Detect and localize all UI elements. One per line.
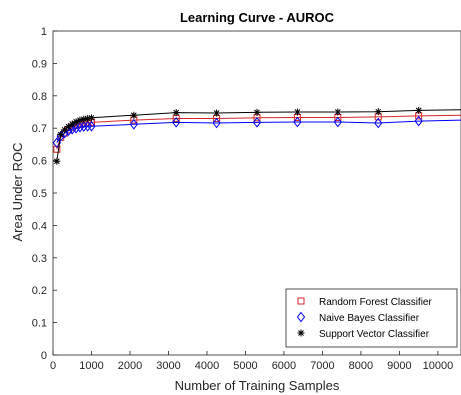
y-tick-label: 1 (41, 26, 47, 38)
data-point (129, 118, 138, 130)
data-point (414, 115, 423, 127)
legend-marker (297, 297, 305, 305)
y-tick-label: 0.9 (32, 58, 47, 70)
data-point (57, 131, 65, 139)
x-tick-label: 4000 (195, 360, 219, 372)
x-tick-label: 9000 (387, 360, 411, 372)
data-point (83, 120, 92, 132)
data-point (334, 108, 342, 116)
legend-box (285, 288, 458, 348)
y-axis: 0 0.1 0.2 0.3 0.4 0.5 0.6 0.7 0.8 0.9 1 (32, 26, 57, 362)
y-tick-label: 0.5 (32, 188, 47, 200)
data-point (172, 109, 180, 117)
y-tick-label: 0.7 (32, 123, 47, 135)
data-point (61, 126, 69, 134)
x-tick-label: 10000 (423, 360, 454, 372)
x-tick-label: 6000 (272, 360, 296, 372)
data-point (374, 108, 382, 116)
data-point (52, 137, 61, 149)
x-tick-label: 5000 (233, 360, 257, 372)
legend-entry: Random Forest Classifier (319, 297, 432, 308)
y-axis-label: Area Under ROC (10, 143, 25, 242)
x-tick-label: 3000 (156, 360, 180, 372)
data-point (64, 125, 73, 137)
data-point (76, 116, 84, 124)
legend-entry: Naive Bayes Classifier (319, 313, 420, 324)
data-point (75, 121, 85, 133)
data-point (172, 117, 181, 128)
y-tick-label: 0.1 (32, 318, 47, 330)
data-point (68, 120, 76, 128)
y-tick-label: 0.6 (32, 156, 47, 168)
data-point (293, 108, 301, 116)
legend: Random Forest Classifier Naive Bayes Clas… (285, 288, 458, 348)
y-tick-label: 0.4 (32, 220, 47, 232)
y-tick-label: 0.8 (32, 91, 47, 103)
data-point (53, 145, 61, 153)
data-point (252, 117, 262, 128)
data-point (253, 108, 261, 116)
chart-title: Learning Curve - AUROC (180, 10, 335, 25)
x-tick-label: 0 (50, 360, 56, 372)
legend-marker (297, 329, 305, 337)
data-point (333, 116, 342, 128)
data-point (130, 111, 138, 119)
y-tick-label: 0 (41, 350, 47, 362)
x-tick-label: 1000 (79, 360, 103, 372)
legend-marker (296, 311, 306, 323)
legend-entry: Support Vector Classifier (319, 329, 430, 340)
data-point (213, 109, 221, 117)
data-point (212, 117, 221, 129)
x-tick-label: 8000 (349, 360, 373, 372)
data-point (374, 117, 383, 129)
x-axis-label: Number of Training Samples (175, 378, 340, 393)
x-tick-label: 7000 (310, 360, 334, 372)
y-tick-label: 0.3 (32, 253, 47, 265)
series-2 (53, 106, 461, 165)
data-point (80, 115, 88, 123)
data-point (84, 114, 92, 122)
data-point (87, 120, 96, 132)
data-point (71, 122, 81, 134)
data-point (64, 123, 72, 131)
y-tick-label: 0.2 (32, 285, 47, 297)
data-point (53, 157, 61, 165)
data-point (293, 116, 302, 128)
data-point (72, 118, 80, 126)
data-point (415, 106, 423, 114)
data-point (79, 121, 88, 132)
x-axis: 0 1000 2000 3000 4000 5000 6000 7000 8000 9000 100… (50, 351, 453, 372)
x-tick-label: 2000 (118, 360, 142, 372)
data-point (87, 114, 95, 122)
series-layer (52, 106, 461, 165)
